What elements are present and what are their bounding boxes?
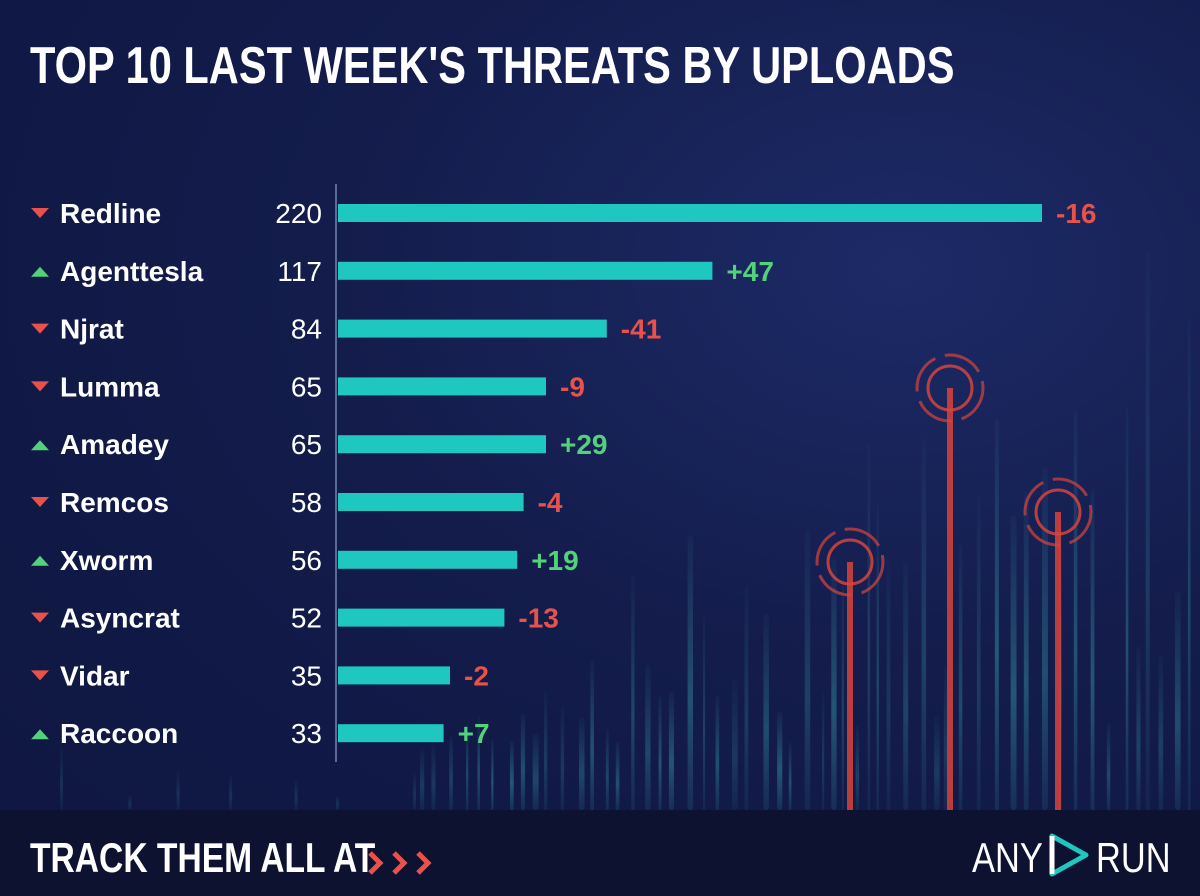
trend-up-icon (31, 555, 49, 566)
category-label: Njrat (60, 314, 124, 345)
trend-down-icon (31, 323, 49, 334)
trend-down-icon (31, 381, 49, 392)
category-label: Raccoon (60, 718, 178, 749)
value-label: 117 (277, 256, 322, 287)
category-label: Amadey (60, 429, 169, 460)
trend-down-icon (31, 497, 49, 507)
category-label: Xworm (60, 545, 153, 576)
chart-row: Vidar 35 -2 (31, 660, 489, 691)
bar (338, 377, 546, 396)
bar (338, 435, 546, 454)
bar (338, 608, 505, 627)
logo-text-any: ANY (972, 834, 1043, 881)
bar-chart: Redline 220 -16 Agenttesla 117 +47 Njrat 84 -41 L… (31, 184, 1096, 762)
value-label: 65 (291, 429, 322, 460)
chart-row: Xworm 56 +19 (31, 545, 579, 576)
change-label: -2 (464, 660, 489, 691)
value-label: 65 (291, 371, 322, 402)
value-label: 35 (291, 660, 322, 691)
category-label: Remcos (60, 487, 169, 518)
change-label: +29 (560, 429, 608, 460)
trend-down-icon (31, 670, 49, 681)
chart-row: Raccoon 33 +7 (31, 718, 490, 749)
change-label: -13 (518, 603, 558, 634)
chart-title: TOP 10 LAST WEEK'S THREATS BY UPLOADS (30, 37, 955, 95)
trend-up-icon (31, 440, 49, 451)
footer-banner: TRACK THEM ALL AT ANY RUN (0, 810, 1200, 896)
signal-lines (60, 251, 1191, 810)
chart-row: Amadey 65 +29 (31, 429, 608, 460)
chart-row: Asyncrat 52 -13 (31, 603, 559, 634)
bar (338, 319, 607, 338)
logo-text-run: RUN (1096, 834, 1171, 881)
background-signal-lines (60, 251, 1191, 810)
category-label: Lumma (60, 371, 160, 402)
value-label: 220 (275, 198, 322, 229)
trend-up-icon (31, 266, 49, 277)
category-label: Asyncrat (60, 603, 180, 634)
bar (338, 724, 444, 743)
value-label: 56 (291, 545, 322, 576)
value-label: 58 (291, 487, 322, 518)
change-label: -9 (560, 371, 585, 402)
trend-up-icon (31, 729, 49, 740)
chart-row: Lumma 65 -9 (31, 371, 585, 402)
change-label: -4 (538, 487, 563, 518)
category-label: Vidar (60, 660, 130, 691)
change-label: -41 (621, 314, 661, 345)
bar (338, 204, 1042, 222)
change-label: +19 (531, 545, 579, 576)
target-pins (815, 353, 1093, 810)
chart-row: Njrat 84 -41 (31, 314, 661, 345)
bar (338, 493, 524, 511)
chart-row: Agenttesla 117 +47 (31, 256, 774, 287)
bar (338, 550, 518, 569)
value-label: 84 (291, 314, 322, 345)
change-label: -16 (1056, 198, 1096, 229)
footer-cta-text: TRACK THEM ALL AT (30, 834, 376, 881)
change-label: +7 (458, 718, 490, 749)
anyrun-logo[interactable]: ANY RUN (972, 830, 1182, 881)
change-label: +47 (726, 256, 774, 287)
value-label: 33 (291, 718, 322, 749)
trend-down-icon (31, 208, 49, 218)
bar (338, 666, 450, 685)
triple-chevron-right-icon (368, 851, 432, 875)
play-triangle-icon (1049, 833, 1089, 877)
bar (338, 261, 713, 280)
category-label: Redline (60, 198, 161, 229)
category-label: Agenttesla (60, 256, 204, 287)
trend-down-icon (31, 612, 49, 623)
chart-row: Redline 220 -16 (31, 198, 1096, 229)
value-label: 52 (291, 603, 322, 634)
chart-row: Remcos 58 -4 (31, 487, 563, 518)
